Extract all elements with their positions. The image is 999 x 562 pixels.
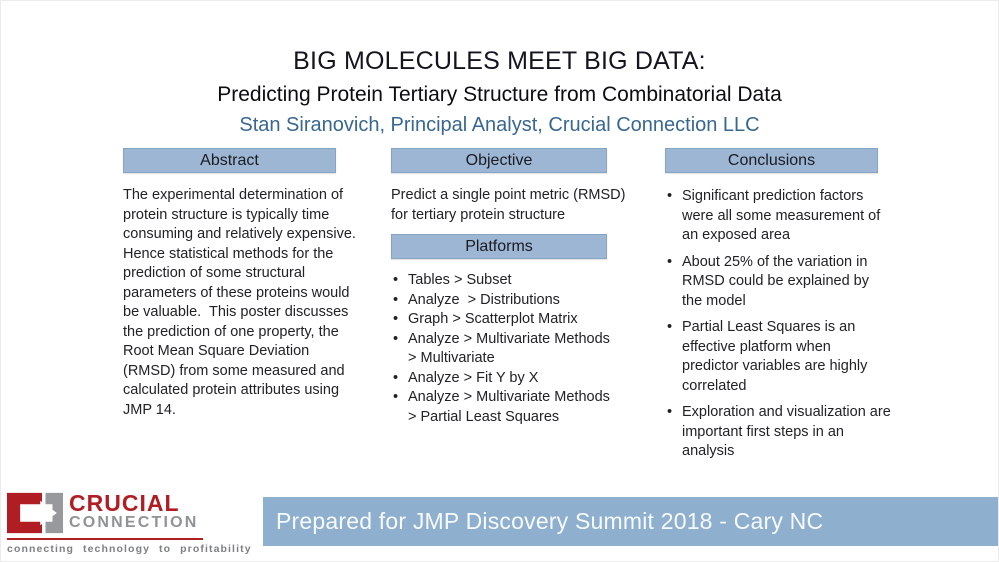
list-item: Significant prediction factors were all … (665, 187, 891, 246)
platforms-header: Platforms (391, 234, 607, 259)
author-line: Stan Siranovich, Principal Analyst, Cruc… (239, 114, 760, 136)
list-item: Exploration and visualization are import… (665, 403, 891, 462)
list-item: Analyze > Multivariate Methods > Partial… (391, 388, 627, 427)
platforms-list: Tables > Subset Analyze > Distributions … (391, 271, 627, 427)
list-item: Partial Least Squares is an effective pl… (665, 318, 891, 396)
slide-title: BIG MOLECULES MEET BIG DATA: (293, 47, 706, 75)
list-item-text: Exploration and visualization are import… (682, 404, 895, 459)
conclusions-list: Significant prediction factors were all … (665, 187, 891, 462)
list-item-text: Significant prediction factors were all … (682, 188, 885, 243)
objective-header: Objective (391, 148, 607, 173)
list-item-text: Analyze > Multivariate Methods > Multiva… (408, 330, 610, 367)
logo-divider (7, 538, 203, 540)
conclusions-section: Conclusions Significant prediction facto… (665, 148, 891, 469)
list-item: Graph > Scatterplot Matrix (391, 310, 627, 330)
list-item-text: Analyze > Multivariate Methods > Partial… (408, 389, 610, 425)
list-item: About 25% of the variation in RMSD could… (665, 253, 891, 312)
abstract-body: The experimental determination of protei… (123, 187, 364, 418)
conclusions-header: Conclusions (665, 148, 878, 173)
company-logo: CRUCIAL CONNECTION connecting technology… (7, 491, 252, 555)
list-item-text: Partial Least Squares is an effective pl… (682, 319, 872, 394)
abstract-header: Abstract (123, 148, 336, 173)
abstract-section: Abstract The experimental determination … (123, 148, 359, 420)
list-item-text: Analyze > Distributions (408, 291, 560, 308)
cc-monogram-icon (7, 492, 63, 534)
slide-subtitle: Predicting Protein Tertiary Structure fr… (217, 83, 782, 106)
objective-body: Predict a single point metric (RMSD) for… (391, 187, 630, 223)
list-item: Analyze > Fit Y by X (391, 369, 627, 389)
list-item-text: Graph > Scatterplot Matrix (408, 311, 578, 327)
objective-section: Objective Predict a single point metric … (391, 148, 627, 427)
list-item: Analyze > Multivariate Methods > Multiva… (391, 330, 627, 369)
logo-name-crucial: CRUCIAL (69, 490, 180, 516)
logo-tagline: connecting technology to profitability (7, 543, 252, 555)
list-item-text: Tables > Subset (408, 272, 512, 288)
footer-text: Prepared for JMP Discovery Summit 2018 -… (276, 508, 824, 534)
list-item-text: About 25% of the variation in RMSD could… (682, 253, 874, 309)
logo-name-connection: CONNECTION (69, 514, 199, 531)
list-item: Analyze > Distributions (391, 291, 627, 311)
logo-top: CRUCIAL CONNECTION (7, 491, 205, 535)
logo-names: CRUCIAL CONNECTION (69, 490, 199, 532)
title-block: BIG MOLECULES MEET BIG DATA: Predicting … (1, 47, 998, 137)
list-item: Tables > Subset (391, 271, 627, 291)
list-item-text: Analyze > Fit Y by X (408, 369, 539, 386)
footer-bar: Prepared for JMP Discovery Summit 2018 -… (263, 497, 998, 546)
